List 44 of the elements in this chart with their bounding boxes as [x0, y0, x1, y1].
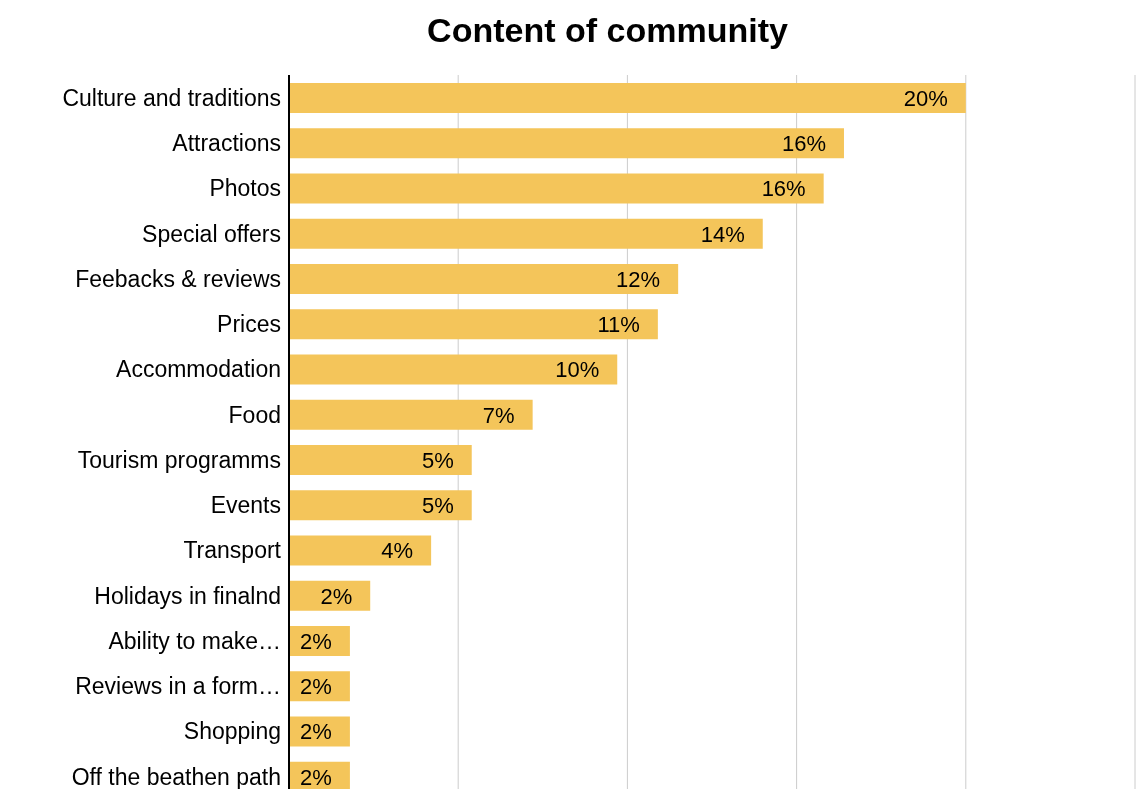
y-tick-label: Reviews in a form…: [75, 673, 281, 700]
y-tick-label: Accommodation: [116, 356, 281, 383]
bar: [289, 399, 533, 430]
y-tick-label: Ability to make…: [108, 627, 281, 654]
data-label: 12%: [616, 266, 661, 292]
chart-title: Content of community: [426, 10, 789, 51]
data-label: 20%: [903, 85, 948, 111]
bar: [289, 354, 618, 385]
bar: [289, 490, 472, 521]
data-label: 2%: [320, 583, 353, 609]
bar: [289, 309, 658, 340]
bar: [289, 128, 844, 159]
y-tick-label: Prices: [217, 311, 281, 338]
bar: [289, 264, 679, 294]
y-tick-label: Transport: [183, 537, 282, 564]
data-label: 4%: [381, 538, 414, 564]
bar: [289, 445, 472, 475]
y-tick-label: Feebacks & reviews: [75, 265, 281, 292]
data-label: 2%: [300, 674, 332, 700]
data-label: 2%: [300, 719, 332, 745]
data-label: 5%: [421, 447, 454, 473]
bar: [289, 535, 432, 566]
data-label: 14%: [700, 221, 745, 247]
y-tick-label: Special offers: [142, 220, 281, 247]
y-tick-label: Events: [210, 492, 281, 519]
y-tick-label: Culture and traditions: [62, 84, 281, 111]
data-label: 5%: [421, 493, 454, 519]
data-label: 16%: [761, 176, 806, 202]
y-tick-label: Holidays in finalnd: [94, 582, 281, 609]
data-label: 2%: [300, 628, 332, 654]
y-tick-label: Tourism programms: [77, 446, 281, 473]
bar: [289, 218, 763, 249]
y-tick-label: Off the beathen path: [71, 763, 281, 789]
y-tick-label: Attractions: [172, 130, 281, 157]
data-label: 16%: [781, 131, 826, 157]
bar: [289, 83, 966, 113]
data-label: 7%: [482, 402, 515, 428]
bar: [289, 173, 824, 204]
y-tick-label: Shopping: [183, 718, 281, 745]
data-label: 11%: [597, 312, 640, 338]
data-label: 10%: [555, 357, 600, 383]
data-label: 2%: [300, 764, 332, 789]
y-tick-label: Photos: [209, 175, 281, 202]
y-tick-label: Food: [228, 401, 281, 428]
